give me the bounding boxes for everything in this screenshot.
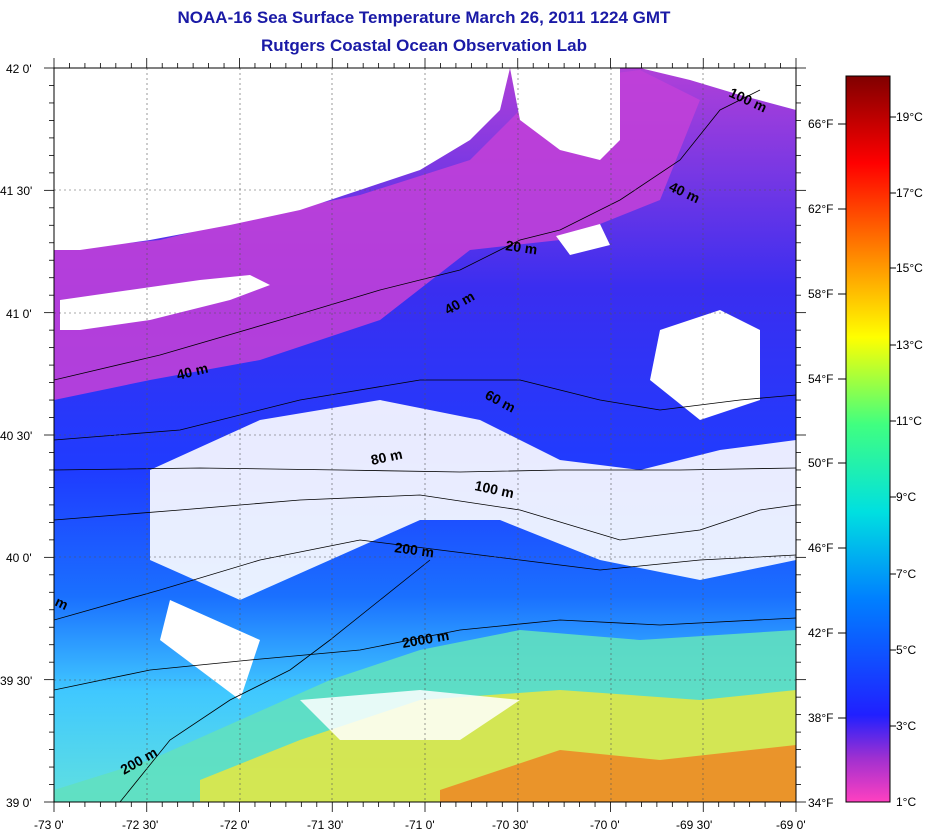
lon-label: -70 0' (590, 818, 620, 832)
lon-label: -69 30' (676, 818, 713, 832)
land-cape-cod (640, 68, 796, 110)
fahrenheit-label: 42°F (808, 626, 834, 640)
land-long-island (60, 275, 270, 330)
colorbar (845, 75, 891, 803)
fahrenheit-label: 62°F (808, 202, 834, 216)
contour-label: 80 m (369, 446, 404, 468)
contour-label: 40 m (175, 360, 210, 383)
contour-label: 200 m (394, 539, 436, 560)
celsius-label: 5°C (896, 643, 917, 657)
lon-label: -71 0' (405, 818, 435, 832)
celsius-label: 9°C (896, 490, 917, 504)
cloud-cover-west (160, 600, 260, 700)
fahrenheit-label: 34°F (808, 796, 834, 810)
warm-water-orange (440, 745, 796, 802)
fahrenheit-label: 58°F (808, 287, 834, 301)
lat-label: 40 0' (6, 551, 32, 565)
lon-label: -72 0' (220, 818, 250, 832)
graticule (54, 68, 796, 802)
fahrenheit-label: 50°F (808, 456, 834, 470)
lat-label: 41 30' (0, 184, 33, 198)
axis-ticks (44, 58, 806, 812)
contour-label: 20 m (505, 237, 539, 257)
contour-label: m (53, 593, 71, 613)
land-nantucket-shoals (650, 310, 760, 420)
lon-label: -72 30' (122, 818, 159, 832)
lon-label: -71 30' (307, 818, 344, 832)
celsius-label: 19°C (896, 110, 923, 124)
coastal-cold-water (54, 70, 700, 400)
lat-label: 39 0' (6, 796, 32, 810)
bathymetry-contours (54, 89, 796, 802)
fahrenheit-label: 38°F (808, 711, 834, 725)
land-rhode-island (510, 68, 620, 160)
celsius-label: 13°C (896, 338, 923, 352)
celsius-label: 17°C (896, 186, 923, 200)
land-connecticut (54, 68, 510, 250)
lon-label: -69 0' (776, 818, 806, 832)
celsius-label: 11°C (896, 414, 922, 428)
lat-label: 40 30' (0, 429, 33, 443)
lon-label: -70 30' (492, 818, 529, 832)
map-title: NOAA-16 Sea Surface Temperature March 26… (177, 8, 671, 27)
fahrenheit-label: 46°F (808, 541, 834, 555)
lat-label: 41 0' (6, 307, 32, 321)
celsius-label: 3°C (896, 719, 917, 733)
celsius-label: 7°C (896, 567, 917, 581)
lat-label: 42 0' (6, 62, 32, 76)
fahrenheit-label: 54°F (808, 372, 834, 386)
colorbar-ticks (838, 116, 896, 727)
lon-label: -73 0' (34, 818, 64, 832)
land-marthas-vineyard (556, 224, 610, 255)
cloud-cover-south (300, 690, 520, 740)
map-subtitle: Rutgers Coastal Ocean Observation Lab (261, 36, 587, 55)
celsius-label: 15°C (896, 261, 923, 275)
lat-label: 39 30' (0, 674, 33, 688)
fahrenheit-label: 66°F (808, 117, 834, 131)
celsius-label: 1°C (896, 795, 917, 809)
